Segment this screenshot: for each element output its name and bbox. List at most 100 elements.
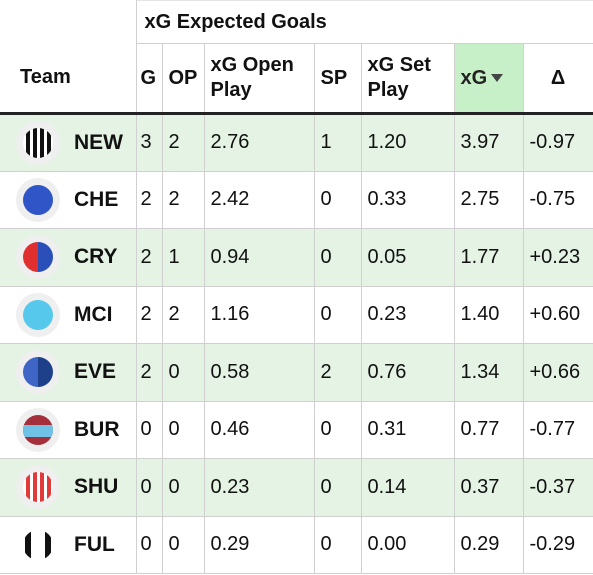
- xg-set-play-cell: 0.33: [361, 171, 455, 229]
- team-cell: EVE: [0, 343, 137, 402]
- man-city-badge-icon: [16, 292, 60, 337]
- group-header-spacer: [0, 0, 137, 44]
- g-cell: 3: [136, 113, 163, 172]
- delta-cell: -0.97: [523, 113, 593, 172]
- team-abbr: FUL: [74, 532, 115, 556]
- table-row: FUL 0 0 0.29 0 0.00 0.29 -0.29: [0, 516, 593, 574]
- team-abbr: SHU: [74, 475, 119, 499]
- col-header-sp[interactable]: SP: [314, 43, 362, 115]
- team-abbr: EVE: [74, 360, 117, 384]
- sp-cell: 0: [314, 228, 362, 287]
- g-cell: 2: [136, 286, 163, 344]
- op-cell: 2: [162, 286, 205, 344]
- everton-badge-icon: [16, 350, 60, 395]
- team-abbr: CRY: [74, 245, 118, 269]
- xg-cell: 1.34: [454, 343, 524, 402]
- team-abbr: CHE: [74, 187, 119, 211]
- newcastle-badge-icon: [16, 120, 60, 165]
- team-abbr: BUR: [74, 417, 120, 441]
- team-abbr: MCI: [74, 302, 113, 326]
- sp-cell: 0: [314, 516, 362, 574]
- g-cell: 0: [136, 401, 163, 459]
- col-header-xg-open-play[interactable]: xG Open Play: [204, 43, 315, 115]
- op-cell: 0: [162, 516, 205, 574]
- op-cell: 2: [162, 171, 205, 229]
- delta-cell: +0.23: [523, 228, 593, 287]
- g-cell: 2: [136, 228, 163, 287]
- table-row: MCI 2 2 1.16 0 0.23 1.40 +0.60: [0, 286, 593, 344]
- table-row: CRY 2 1 0.94 0 0.05 1.77 +0.23: [0, 228, 593, 287]
- xg-set-play-cell: 0.14: [361, 458, 455, 517]
- delta-cell: +0.66: [523, 343, 593, 402]
- xg-open-play-cell: 0.23: [204, 458, 315, 517]
- burnley-badge-icon: [16, 407, 60, 452]
- table-row: CHE 2 2 2.42 0 0.33 2.75 -0.75: [0, 171, 593, 229]
- op-cell: 0: [162, 343, 205, 402]
- op-cell: 0: [162, 401, 205, 459]
- xg-open-play-cell: 0.29: [204, 516, 315, 574]
- team-cell: NEW: [0, 113, 137, 172]
- xg-set-play-cell: 0.05: [361, 228, 455, 287]
- col-header-op[interactable]: OP: [162, 43, 205, 115]
- xg-cell: 0.77: [454, 401, 524, 459]
- sp-cell: 0: [314, 286, 362, 344]
- col-header-xg-set-play[interactable]: xG Set Play: [361, 43, 455, 115]
- col-header-delta[interactable]: Δ: [523, 43, 593, 115]
- team-abbr: NEW: [74, 130, 123, 154]
- col-header-team[interactable]: Team: [0, 43, 137, 115]
- g-cell: 2: [136, 171, 163, 229]
- group-header-xg: xG Expected Goals: [136, 0, 593, 44]
- xg-set-play-cell: 0.00: [361, 516, 455, 574]
- col-header-xg[interactable]: xG: [454, 43, 524, 115]
- xg-cell: 1.77: [454, 228, 524, 287]
- xg-open-play-cell: 2.42: [204, 171, 315, 229]
- xg-cell: 1.40: [454, 286, 524, 344]
- xg-set-play-cell: 0.23: [361, 286, 455, 344]
- delta-cell: -0.75: [523, 171, 593, 229]
- xg-open-play-cell: 0.94: [204, 228, 315, 287]
- xg-open-play-cell: 2.76: [204, 113, 315, 172]
- team-cell: BUR: [0, 401, 137, 459]
- xg-cell: 0.29: [454, 516, 524, 574]
- xg-cell: 2.75: [454, 171, 524, 229]
- sp-cell: 0: [314, 401, 362, 459]
- table-row: NEW 3 2 2.76 1 1.20 3.97 -0.97: [0, 113, 593, 172]
- xg-open-play-cell: 0.58: [204, 343, 315, 402]
- sp-cell: 0: [314, 171, 362, 229]
- fulham-badge-icon: [16, 522, 60, 567]
- xg-open-play-cell: 0.46: [204, 401, 315, 459]
- sheffield-united-badge-icon: [16, 465, 60, 510]
- sp-cell: 2: [314, 343, 362, 402]
- op-cell: 0: [162, 458, 205, 517]
- col-header-g[interactable]: G: [136, 43, 163, 115]
- crystal-palace-badge-icon: [16, 235, 60, 280]
- xg-cell: 3.97: [454, 113, 524, 172]
- g-cell: 2: [136, 343, 163, 402]
- xg-set-play-cell: 1.20: [361, 113, 455, 172]
- team-cell: CHE: [0, 171, 137, 229]
- xg-cell: 0.37: [454, 458, 524, 517]
- xg-set-play-cell: 0.76: [361, 343, 455, 402]
- xg-open-play-cell: 1.16: [204, 286, 315, 344]
- sp-cell: 1: [314, 113, 362, 172]
- team-cell: SHU: [0, 458, 137, 517]
- xg-set-play-cell: 0.31: [361, 401, 455, 459]
- sp-cell: 0: [314, 458, 362, 517]
- op-cell: 1: [162, 228, 205, 287]
- chelsea-badge-icon: [16, 177, 60, 222]
- col-header-xg-label: xG: [460, 66, 488, 89]
- sort-desc-icon: [491, 74, 504, 83]
- g-cell: 0: [136, 458, 163, 517]
- op-cell: 2: [162, 113, 205, 172]
- delta-cell: -0.37: [523, 458, 593, 517]
- team-cell: FUL: [0, 516, 137, 574]
- table-row: EVE 2 0 0.58 2 0.76 1.34 +0.66: [0, 343, 593, 402]
- table-row: SHU 0 0 0.23 0 0.14 0.37 -0.37: [0, 458, 593, 517]
- table-row: BUR 0 0 0.46 0 0.31 0.77 -0.77: [0, 401, 593, 459]
- g-cell: 0: [136, 516, 163, 574]
- delta-cell: +0.60: [523, 286, 593, 344]
- team-cell: MCI: [0, 286, 137, 344]
- team-cell: CRY: [0, 228, 137, 287]
- delta-cell: -0.77: [523, 401, 593, 459]
